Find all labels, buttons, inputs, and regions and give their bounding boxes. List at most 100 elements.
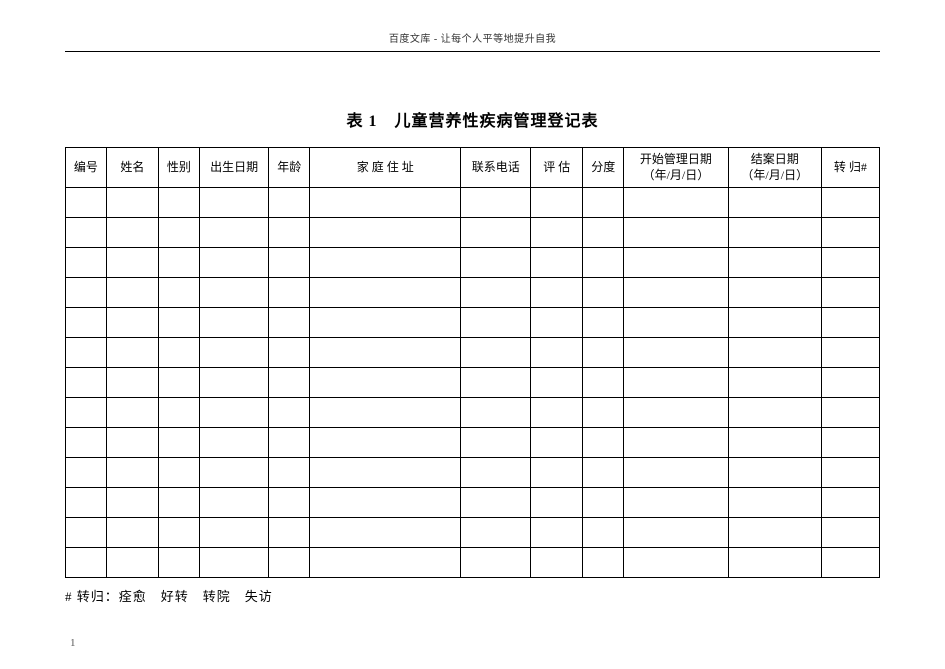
table-cell [624,248,729,278]
footnote: # 转归：痊愈 好转 转院 失访 [65,586,880,605]
table-cell [66,278,107,308]
table-cell [821,188,879,218]
table-cell [310,218,461,248]
th-grade: 分度 [583,148,624,188]
th-name: 姓名 [106,148,158,188]
table-row [66,248,880,278]
table-cell [531,278,583,308]
table-cell [583,488,624,518]
table-cell [624,488,729,518]
table-row [66,188,880,218]
table-cell [624,218,729,248]
th-close: 结案日期 （年/月/日） [728,148,821,188]
table-cell [159,548,200,578]
table-cell [269,248,310,278]
table-cell [159,428,200,458]
th-close-line2: （年/月/日） [741,168,808,182]
table-cell [106,548,158,578]
table-cell [821,338,879,368]
table-cell [106,428,158,458]
table-cell [159,338,200,368]
table-cell [461,248,531,278]
table-cell [624,518,729,548]
table-cell [66,248,107,278]
th-birth: 出生日期 [199,148,269,188]
table-cell [821,278,879,308]
table-cell [728,548,821,578]
table-cell [106,518,158,548]
table-cell [531,248,583,278]
table-cell [728,338,821,368]
table-row [66,458,880,488]
table-cell [199,518,269,548]
table-cell [199,218,269,248]
table-cell [159,278,200,308]
table-cell [199,428,269,458]
table-cell [624,428,729,458]
registration-table: 编号 姓名 性别 出生日期 年龄 家 庭 住 址 联系电话 评 估 分度 开始管… [65,147,880,578]
table-cell [310,488,461,518]
table-cell [583,278,624,308]
table-cell [461,458,531,488]
table-cell [531,548,583,578]
table-cell [821,428,879,458]
table-cell [583,218,624,248]
table-row [66,548,880,578]
table-cell [269,488,310,518]
table-cell [106,338,158,368]
table-cell [821,248,879,278]
table-row [66,368,880,398]
page-number: 1 [70,637,76,649]
table-cell [531,308,583,338]
table-cell [583,188,624,218]
table-cell [159,518,200,548]
table-cell [531,188,583,218]
document-page: 百度文库 - 让每个人平等地提升自我 表 1 儿童营养性疾病管理登记表 编号 姓… [0,0,945,669]
table-cell [583,248,624,278]
table-cell [106,368,158,398]
table-cell [159,368,200,398]
table-cell [728,308,821,338]
table-cell [106,398,158,428]
table-cell [461,548,531,578]
table-row [66,488,880,518]
table-cell [583,308,624,338]
th-gender: 性别 [159,148,200,188]
table-cell [583,368,624,398]
table-cell [159,218,200,248]
table-cell [66,338,107,368]
table-cell [106,308,158,338]
table-cell [461,188,531,218]
table-cell [583,458,624,488]
table-cell [66,398,107,428]
table-cell [199,248,269,278]
table-cell [310,368,461,398]
table-cell [269,278,310,308]
table-cell [821,548,879,578]
table-cell [728,518,821,548]
table-cell [531,518,583,548]
table-cell [821,458,879,488]
table-cell [269,428,310,458]
table-cell [583,428,624,458]
table-cell [728,218,821,248]
table-cell [531,398,583,428]
table-cell [728,278,821,308]
table-cell [728,428,821,458]
table-cell [269,458,310,488]
table-row [66,428,880,458]
table-cell [583,548,624,578]
table-cell [728,368,821,398]
table-cell [728,488,821,518]
table-cell [461,518,531,548]
table-cell [106,248,158,278]
table-cell [159,308,200,338]
table-cell [821,398,879,428]
table-cell [310,308,461,338]
table-cell [461,398,531,428]
table-cell [461,368,531,398]
th-eval: 评 估 [531,148,583,188]
table-cell [310,458,461,488]
table-row [66,278,880,308]
table-cell [66,308,107,338]
